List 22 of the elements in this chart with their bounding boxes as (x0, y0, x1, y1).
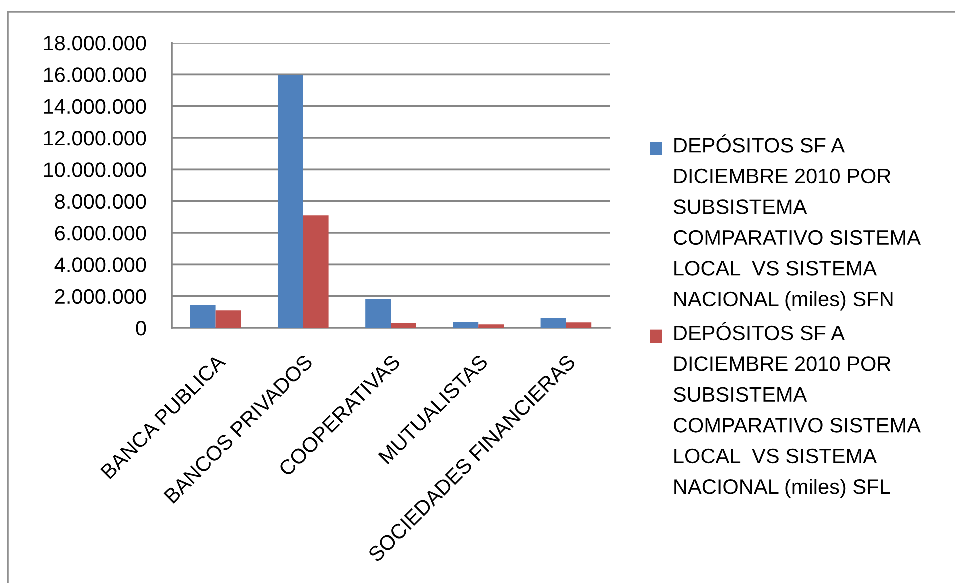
y-tick-label: 6.000.000 (55, 226, 146, 241)
bar (216, 310, 242, 328)
bar (366, 299, 391, 328)
y-tick-label: 12.000.000 (44, 131, 146, 146)
y-tick-label: 10.000.000 (44, 162, 146, 178)
y-tick-label: 8.000.000 (55, 194, 146, 210)
y-tick-label: 14.000.000 (44, 99, 146, 114)
y-tick-label: 18.000.000 (44, 36, 146, 51)
y-tick-label: 16.000.000 (44, 68, 146, 82)
y-tick-label: 2.000.000 (55, 289, 146, 304)
bar (391, 323, 416, 328)
legend-label: DEPÓSITOS SF A DICIEMBRE 2010 POR SUBSISTEMA COMPARATIVO SISTEMA LOCAL VS SISTEMA NACIONAL (miles) SFL (674, 322, 921, 498)
bar (566, 322, 592, 328)
y-tick-label: 0 (136, 321, 146, 336)
bar (303, 216, 329, 328)
bar (190, 305, 216, 328)
y-tick-label: 4.000.000 (54, 258, 146, 272)
legend-label: DEPÓSITOS SF A DICIEMBRE 2010 POR SUBSISTEMA COMPARATIVO SISTEMA LOCAL VS SISTEMA NACIONAL (miles) SFN (674, 134, 921, 311)
bar (478, 324, 504, 328)
bar (540, 318, 566, 328)
bar (278, 75, 304, 328)
bar (453, 322, 479, 328)
